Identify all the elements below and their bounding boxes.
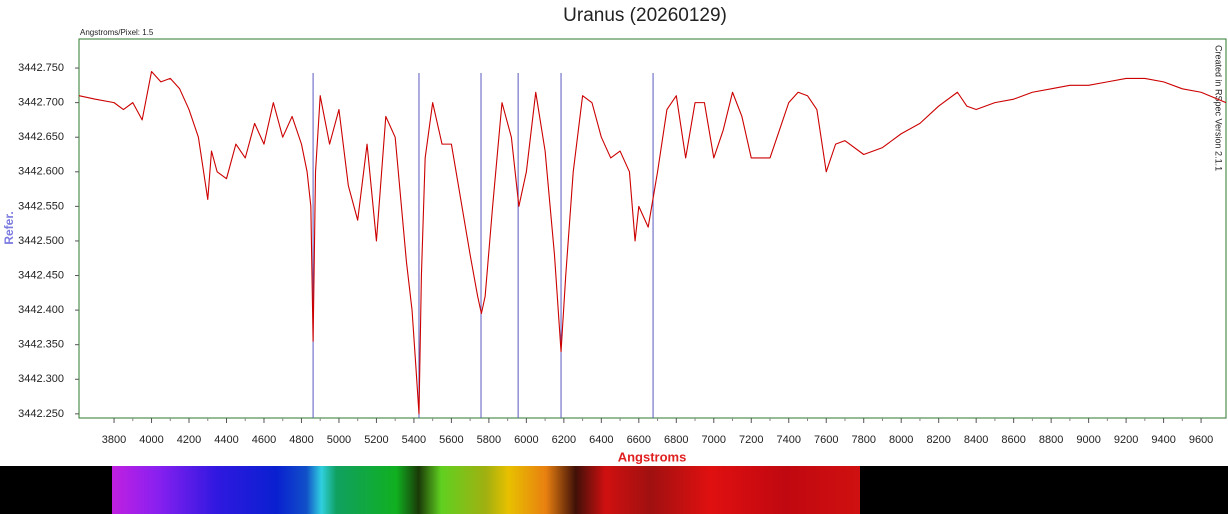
x-tick-label: 7200 (739, 434, 763, 446)
spectrum-strip (112, 466, 860, 514)
x-tick-label: 6400 (589, 434, 613, 446)
x-tick-label: 4800 (289, 434, 313, 446)
x-tick-label: 4200 (177, 434, 201, 446)
x-tick-label: 7000 (702, 434, 726, 446)
y-tick-label: 3442.450 (18, 269, 64, 281)
y-tick-label: 3442.650 (18, 131, 64, 143)
x-tick-label: 5200 (364, 434, 388, 446)
x-tick-label: 5400 (402, 434, 426, 446)
x-axis-label: Angstroms (618, 449, 687, 464)
x-tick-label: 9600 (1189, 434, 1213, 446)
x-tick-label: 4400 (214, 434, 238, 446)
y-tick-label: 3442.550 (18, 200, 64, 212)
x-tick-label: 8200 (926, 434, 950, 446)
x-tick-label: 7400 (777, 434, 801, 446)
y-tick-label: 3442.700 (18, 97, 64, 109)
plot-area (78, 38, 1227, 419)
x-tick-label: 8000 (889, 434, 913, 446)
x-tick-label: 6000 (514, 434, 538, 446)
x-tick-label: 8800 (1039, 434, 1063, 446)
x-tick-label: 5800 (477, 434, 501, 446)
y-tick-label: 3442.400 (18, 304, 64, 316)
y-tick-label: 3442.300 (18, 373, 64, 385)
x-tick-label: 7800 (851, 434, 875, 446)
x-tick-label: 4000 (139, 434, 163, 446)
x-tick-label: 5000 (327, 434, 351, 446)
y-tick-label: 3442.600 (18, 166, 64, 178)
x-tick-label: 6600 (627, 434, 651, 446)
spectrum-line (78, 70, 1227, 415)
y-tick-label: 3442.500 (18, 235, 64, 247)
x-tick-label: 9400 (1151, 434, 1175, 446)
chart-title: Uranus (20260129) (563, 5, 727, 26)
x-tick-label: 8400 (964, 434, 988, 446)
x-tick-label: 9200 (1114, 434, 1138, 446)
x-tick-label: 6800 (664, 434, 688, 446)
x-tick-label: 5600 (439, 434, 463, 446)
x-tick-label: 7600 (814, 434, 838, 446)
y-tick-label: 3442.250 (18, 408, 64, 420)
x-tick-label: 8600 (1001, 434, 1025, 446)
x-tick-label: 9000 (1076, 434, 1100, 446)
subtitle: Angstroms/Pixel: 1.5 (80, 28, 154, 37)
x-tick-label: 6200 (552, 434, 576, 446)
y-axis-label: Refer. (2, 211, 16, 244)
x-tick-label: 3800 (102, 434, 126, 446)
y-tick-label: 3442.350 (18, 339, 64, 351)
annotation: Created in RSpec Version 2.1.1 (1214, 45, 1224, 171)
x-tick-label: 4600 (252, 434, 276, 446)
y-tick-label: 3442.750 (18, 62, 64, 74)
